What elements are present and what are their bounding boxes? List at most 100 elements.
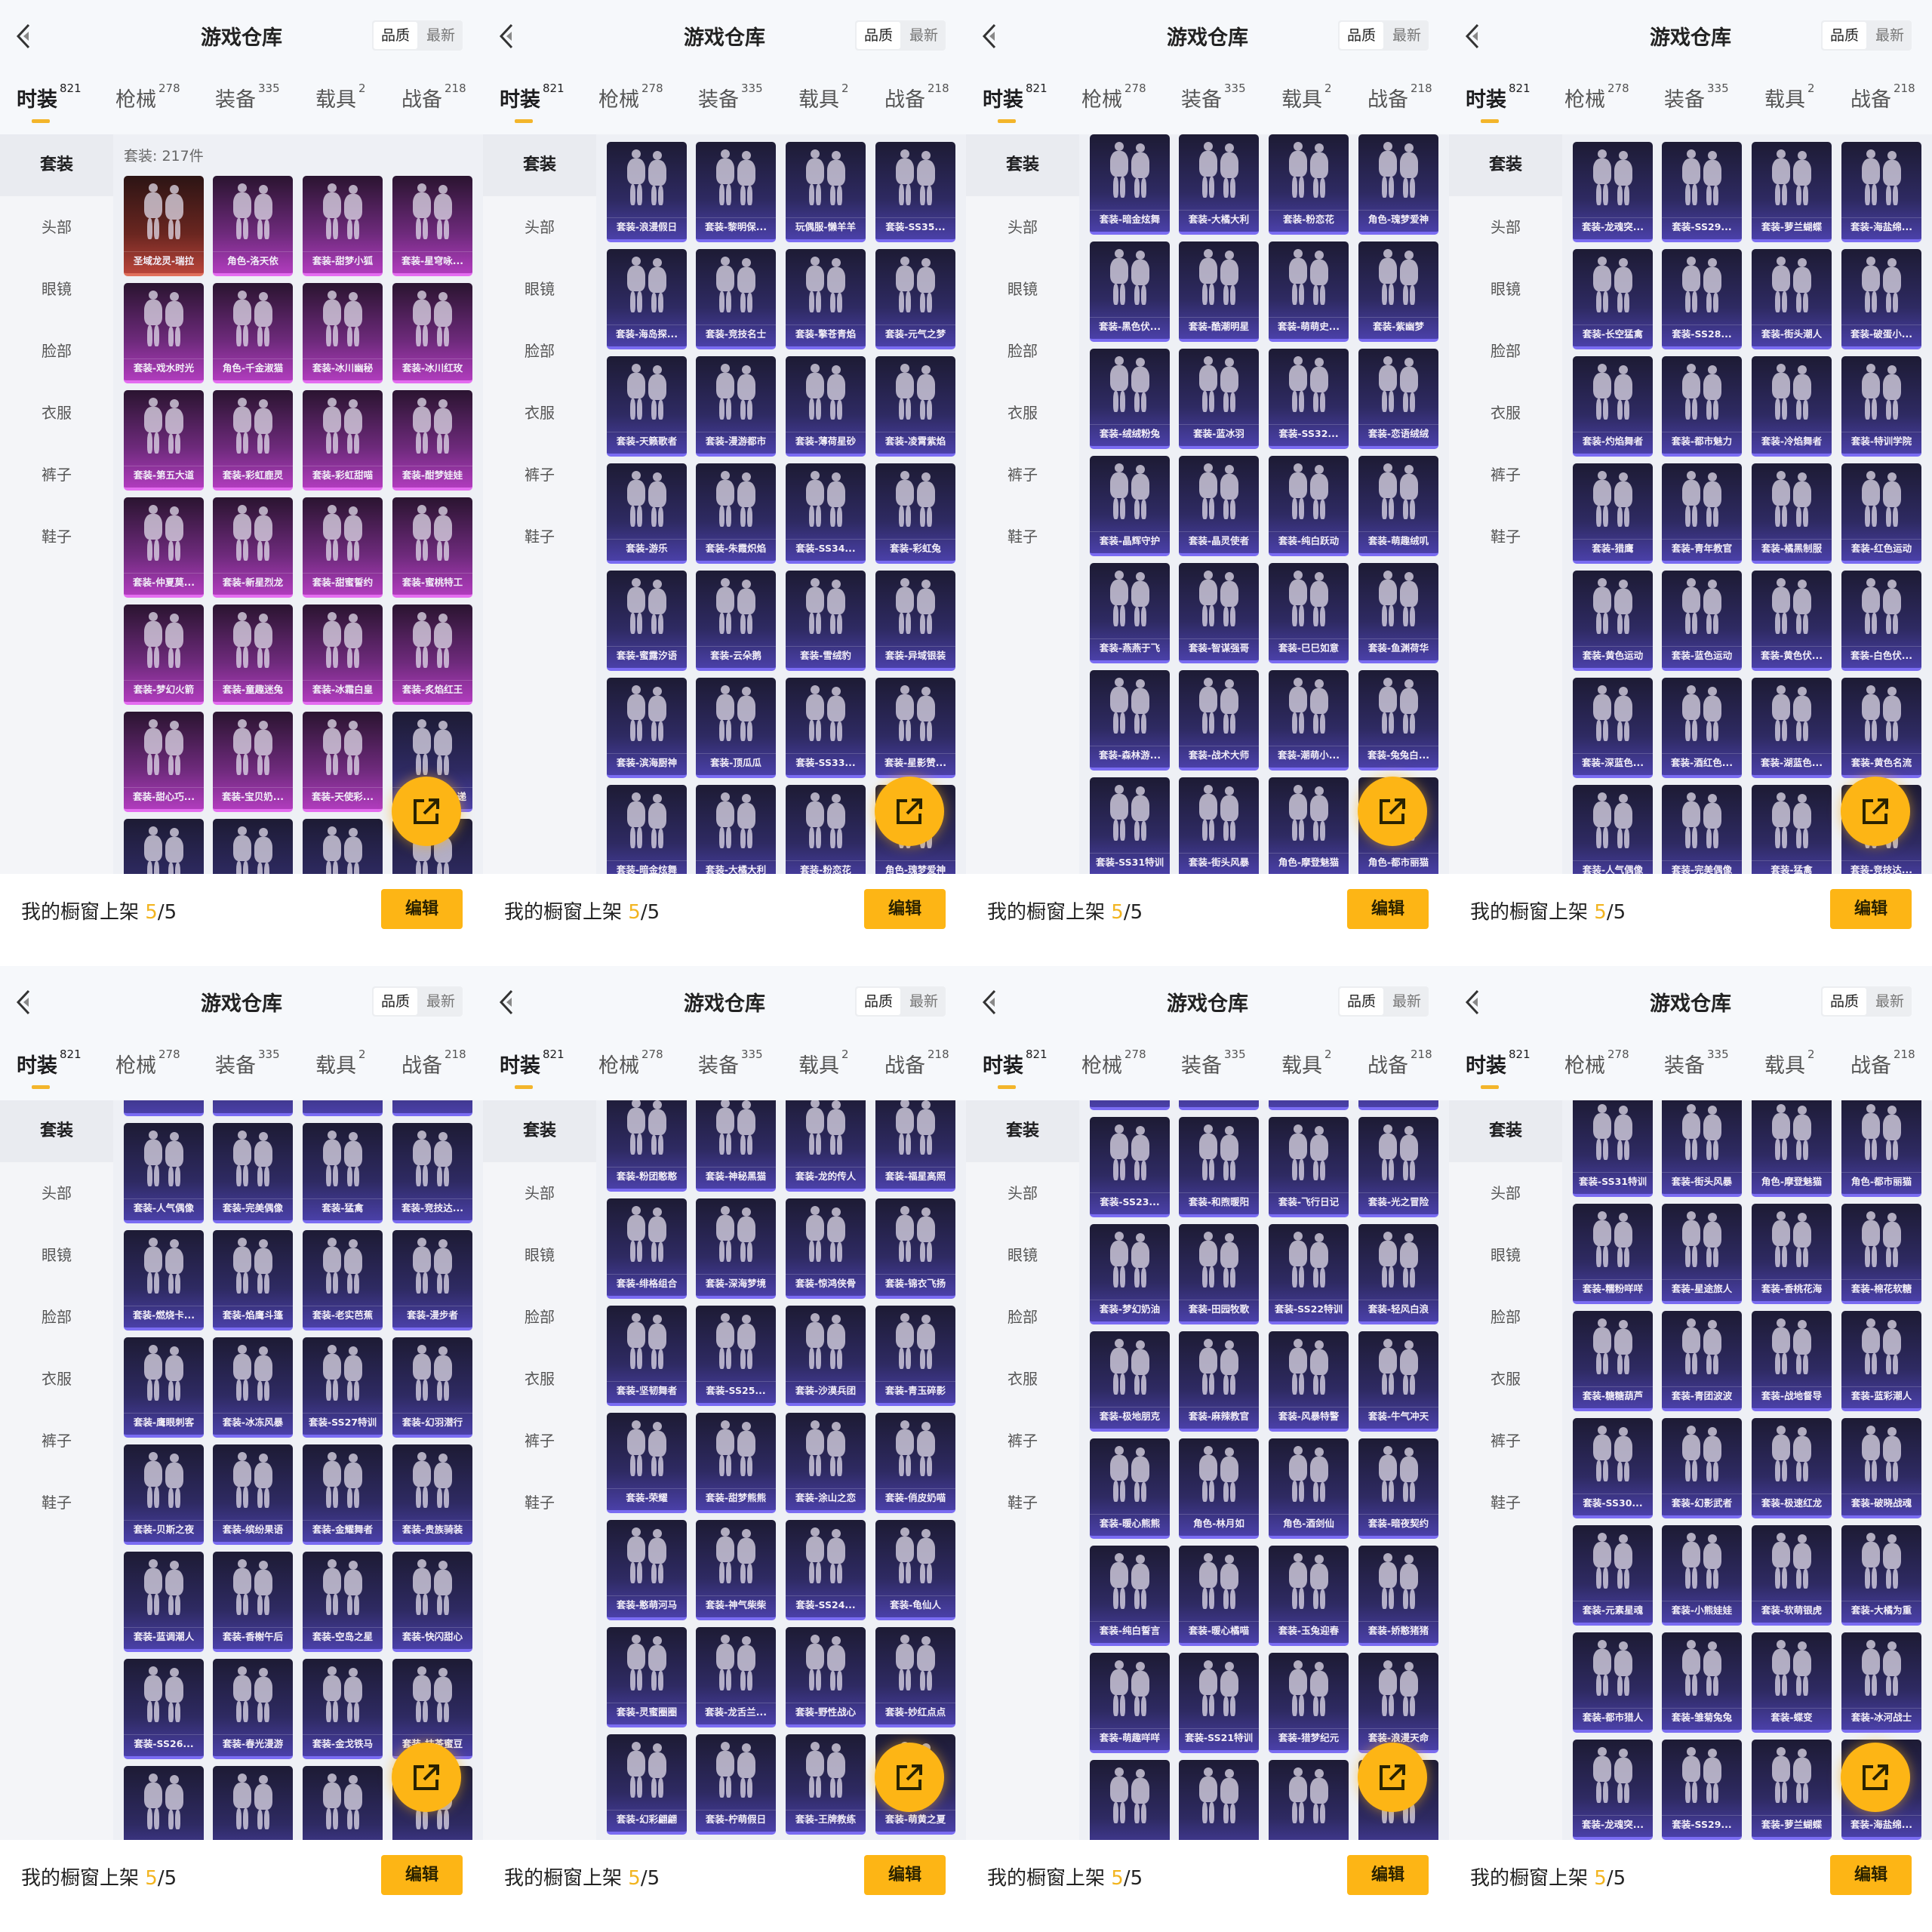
item-card[interactable]: 套装-彩虹甜喵 [303, 390, 383, 491]
item-card[interactable]: 套装-粉恋花 [1269, 134, 1349, 235]
tab-2[interactable]: 装备 335 [1181, 1048, 1246, 1078]
item-card[interactable]: 套装-贵族骑装 [392, 1444, 472, 1545]
sidebar-item[interactable]: 头部 [1008, 1184, 1038, 1202]
tab-1[interactable]: 枪械 278 [115, 1048, 180, 1078]
item-card[interactable]: 套装-缤纷果语 [213, 1444, 293, 1545]
sidebar-item[interactable]: 鞋子 [42, 528, 72, 546]
item-card[interactable] [303, 1100, 383, 1116]
sidebar-item[interactable]: 套装 [966, 1100, 1079, 1162]
sidebar-item[interactable]: 套装 [1449, 1100, 1562, 1162]
item-card[interactable]: 套装-街头潮人 [1752, 249, 1832, 349]
sort-option[interactable]: 最新 [1392, 993, 1421, 1010]
item-card[interactable]: 套装-粉团憨憨 [607, 1100, 687, 1192]
item-card[interactable]: 套装-SS23... [1090, 1117, 1170, 1217]
sidebar-item[interactable]: 衣服 [1491, 404, 1521, 422]
tab-2[interactable]: 装备 335 [1181, 82, 1246, 112]
item-card[interactable]: 套装-梦幻火箭 [124, 605, 204, 705]
item-card[interactable]: 套装-紫幽梦 [1358, 242, 1438, 342]
item-card[interactable]: 套装-纯白跃动 [1269, 456, 1349, 556]
item-card[interactable]: 套装-沙漠兵团 [786, 1306, 866, 1406]
item-card[interactable]: 套装-萌趣咩咩 [1090, 1653, 1170, 1753]
tab-0[interactable]: 时装 821 [983, 82, 1048, 123]
tab-2[interactable]: 装备 335 [215, 1048, 280, 1078]
item-card[interactable]: 套装-金戈铁马 [303, 1659, 383, 1759]
item-card[interactable]: 套装-SS24... [786, 1520, 866, 1620]
sort-option[interactable]: 品质 [1340, 22, 1383, 49]
item-card[interactable] [213, 1100, 293, 1116]
item-card[interactable]: 套装-萌趣绒叽 [1358, 456, 1438, 556]
tab-0[interactable]: 时装 821 [500, 1048, 565, 1089]
sidebar-item[interactable]: 套装 [0, 1100, 113, 1162]
share-button[interactable] [1358, 1743, 1427, 1812]
sidebar-item[interactable]: 头部 [1491, 218, 1521, 236]
item-card[interactable]: 套装-异域银装 [875, 571, 955, 671]
item-card[interactable]: 套装-完美偶像 [1662, 785, 1742, 874]
item-card[interactable] [303, 1766, 383, 1840]
sidebar-item[interactable]: 头部 [42, 1184, 72, 1202]
item-card[interactable]: 套装-福星高照 [875, 1100, 955, 1192]
sidebar-item[interactable]: 套装 [0, 134, 113, 196]
edit-button[interactable]: 编辑 [381, 1855, 463, 1895]
sidebar-item[interactable]: 头部 [42, 218, 72, 236]
item-card[interactable]: 套装-大橘大利 [696, 785, 776, 874]
item-card[interactable]: 套装-软萌银虎 [1752, 1525, 1832, 1626]
tab-0[interactable]: 时装 821 [17, 1048, 82, 1089]
item-card[interactable]: 套装-SS22特训 [1269, 1224, 1349, 1324]
item-card[interactable]: 套装-鱼渊荷华 [1358, 563, 1438, 663]
item-card[interactable]: 套装-飞行日记 [1269, 1117, 1349, 1217]
item-card[interactable]: 套装-凌霄紫焰 [875, 356, 955, 457]
item-card[interactable]: 角色-摩登魅猫 [1269, 777, 1349, 874]
tab-3[interactable]: 载具 2 [1281, 82, 1332, 112]
item-card[interactable]: 套装-甜梦小狐 [303, 176, 383, 276]
sort-option[interactable]: 最新 [909, 27, 938, 44]
edit-button[interactable]: 编辑 [1830, 889, 1912, 929]
item-card[interactable]: 套装-彩虹兔 [875, 463, 955, 564]
item-card[interactable] [1179, 1760, 1259, 1840]
tab-4[interactable]: 战备 218 [401, 82, 466, 112]
sidebar-item[interactable]: 衣服 [525, 1370, 555, 1388]
item-card[interactable]: 套装-街头风暴 [1662, 1100, 1742, 1197]
item-card[interactable]: 套装-王牌教练 [786, 1734, 866, 1835]
tab-1[interactable]: 枪械 278 [115, 82, 180, 112]
item-card[interactable] [124, 1766, 204, 1840]
item-card[interactable]: 套装-大橘大利 [1179, 134, 1259, 235]
tab-3[interactable]: 载具 2 [798, 1048, 849, 1078]
item-card[interactable]: 套装-龙魂突... [1573, 142, 1653, 242]
sidebar-item[interactable]: 裤子 [1491, 1432, 1521, 1450]
item-card[interactable]: 套装-海盐绵... [1841, 142, 1921, 242]
edit-button[interactable]: 编辑 [864, 1855, 946, 1895]
item-grid[interactable]: 套装-粉团憨憨 套装-神秘黑猫 套装-龙的传人 套装-福星高照 套装-绯格组合 套装-深海… [596, 1100, 966, 1840]
item-card[interactable]: 套装-萝兰蝴蝶 [1752, 1740, 1832, 1840]
share-button[interactable] [392, 777, 461, 846]
item-card[interactable]: 套装-龙魂突... [1573, 1740, 1653, 1840]
item-card[interactable]: 套装-神秘黑猫 [696, 1100, 776, 1192]
sidebar-item[interactable]: 脸部 [1491, 1308, 1521, 1326]
share-button[interactable] [1841, 1743, 1910, 1812]
tab-2[interactable]: 装备 335 [698, 82, 763, 112]
item-card[interactable]: 套装-空岛之星 [303, 1552, 383, 1652]
tab-4[interactable]: 战备 218 [1367, 82, 1432, 112]
item-card[interactable]: 套装-蜜桃特工 [392, 497, 472, 598]
item-card[interactable] [1179, 1100, 1259, 1110]
sidebar-item[interactable]: 脸部 [42, 1308, 72, 1326]
share-button[interactable] [392, 1743, 461, 1812]
tab-1[interactable]: 枪械 278 [1081, 82, 1146, 112]
item-card[interactable]: 套装-柠萌假日 [696, 1734, 776, 1835]
tab-3[interactable]: 载具 2 [1764, 1048, 1815, 1078]
item-card[interactable]: 套装-彩虹鹿灵 [213, 390, 293, 491]
item-card[interactable] [303, 819, 383, 874]
sort-option[interactable]: 品质 [857, 22, 900, 49]
item-card[interactable]: 套装-SS31特训 [1090, 777, 1170, 874]
item-card[interactable]: 套装-漫步者 [392, 1230, 472, 1331]
tab-0[interactable]: 时装 821 [17, 82, 82, 123]
tab-4[interactable]: 战备 218 [401, 1048, 466, 1078]
item-card[interactable]: 套装-灼焰舞者 [1573, 356, 1653, 457]
sort-option[interactable]: 品质 [374, 22, 417, 49]
tab-1[interactable]: 枪械 278 [1564, 82, 1629, 112]
sidebar-item[interactable]: 脸部 [1491, 342, 1521, 360]
item-card[interactable]: 套装-擎苍青焰 [786, 249, 866, 349]
sort-option[interactable]: 最新 [426, 993, 455, 1010]
item-card[interactable]: 套装-街头风暴 [1179, 777, 1259, 874]
sidebar-item[interactable]: 衣服 [525, 404, 555, 422]
item-card[interactable]: 套装-青年教官 [1662, 463, 1742, 564]
